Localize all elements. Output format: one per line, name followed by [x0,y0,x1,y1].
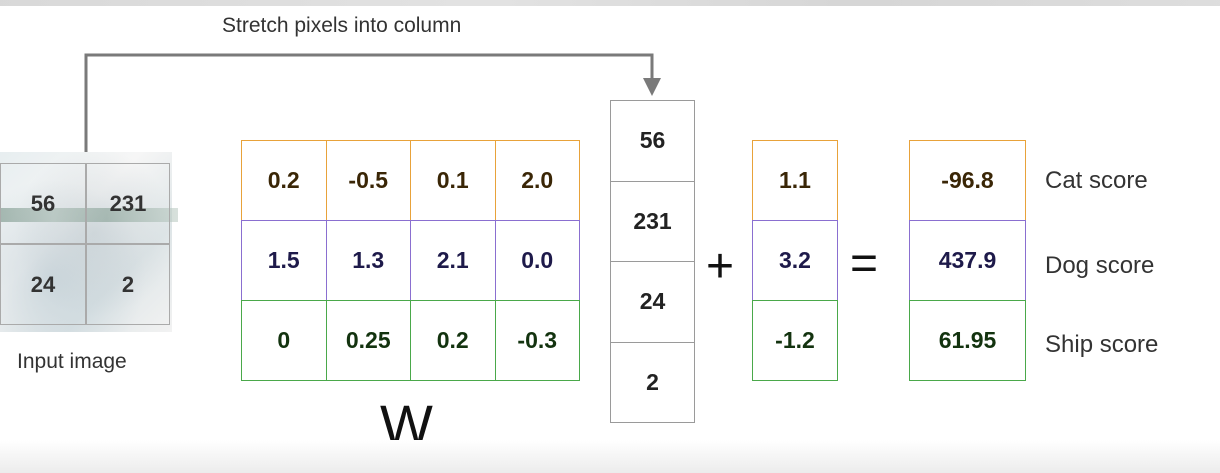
weight-cell: -0.5 [325,140,411,221]
weight-cell: 0.0 [494,220,580,301]
score-cell: -96.8 [909,140,1026,221]
weight-cell: 1.5 [241,220,327,301]
weight-cell: 0.2 [410,300,496,381]
pixel-cell: 2 [86,244,170,325]
plus-sign: + [706,240,735,293]
cat-photo-stripe [0,208,178,222]
input-image-label: Input image [17,350,127,373]
column-vector-cell: 2 [610,341,695,423]
weight-cell: 0.25 [325,300,411,381]
weight-cell: 2.1 [410,220,496,301]
arrow-head [643,78,661,96]
weight-cell: 2.0 [494,140,580,221]
bias-cell: 3.2 [752,220,838,301]
arrow-line [84,53,654,152]
bias-cell: -1.2 [752,300,838,381]
weight-cell: 0.1 [410,140,496,221]
weight-cell: -0.3 [494,300,580,381]
pixel-cell: 56 [0,163,86,244]
column-vector-cell: 56 [610,100,695,182]
column-vector-cell: 24 [610,261,695,343]
stretch-caption: Stretch pixels into column [222,14,462,37]
pixel-cell: 231 [86,163,170,244]
equals-sign: = [850,237,879,290]
bias-cell: 1.1 [752,140,838,221]
weight-cell: 0 [241,300,327,381]
pixel-cell: 24 [0,244,86,325]
weight-cell: 1.3 [325,220,411,301]
ship-score-label: Ship score [1045,331,1159,358]
score-cell: 61.95 [909,300,1026,381]
bottom-fade [0,440,1220,473]
cat-score-label: Cat score [1045,167,1148,194]
score-cell: 437.9 [909,220,1026,301]
column-vector-cell: 231 [610,180,695,262]
top-strip [0,0,1220,6]
dog-score-label: Dog score [1045,252,1155,279]
weight-cell: 0.2 [241,140,327,221]
